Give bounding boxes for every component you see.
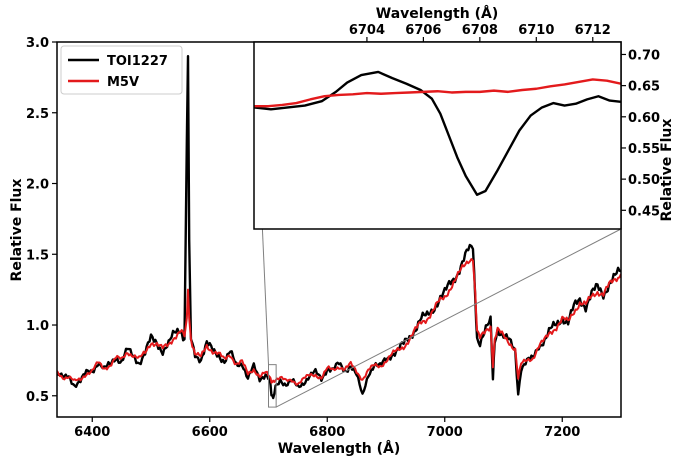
inset-x-tick-label: 6704 <box>349 23 385 38</box>
main-series-line-toi1227 <box>57 54 621 400</box>
inset-x-tick-label: 6706 <box>405 23 441 38</box>
inset-x-axis-label: Wavelength (Å) <box>376 5 498 22</box>
main-series-line-m5v <box>57 258 621 386</box>
main-x-tick-label: 6800 <box>309 425 345 440</box>
inset-y-axis-label: Relative Flux <box>659 119 673 222</box>
legend-label-m5v: M5V <box>107 75 139 90</box>
main-x-axis-label: Wavelength (Å) <box>278 440 400 457</box>
main-y-tick-label: 1.0 <box>26 319 49 334</box>
inset-y-tick-label: 0.45 <box>628 204 660 219</box>
main-y-tick-label: 3.0 <box>26 36 49 51</box>
main-y-tick-label: 1.5 <box>26 248 49 263</box>
inset-y-tick-label: 0.60 <box>628 111 660 126</box>
inset-y-tick-label: 0.70 <box>628 48 660 63</box>
zoom-connector-line <box>275 228 622 408</box>
inset-plot-frame <box>253 41 622 230</box>
inset-x-tick-label: 6712 <box>575 23 611 38</box>
inset-y-tick-label: 0.65 <box>628 80 660 95</box>
main-chart: 6400 6600 6800 7000 7200 0.51.01.52.02.53.0 … <box>9 36 622 457</box>
inset-x-tick-label: 6708 <box>462 23 498 38</box>
inset-series-line-toi1227 <box>254 70 621 196</box>
main-y-tick-label: 2.0 <box>26 178 49 193</box>
inset-x-tick-label: 6710 <box>518 23 554 38</box>
main-y-tick-label: 2.5 <box>26 107 49 122</box>
legend: TOI1227 M5V <box>60 45 183 95</box>
inset-chart: 6704 6706 6708 6710 6712 0.45 0.50 0.55 0.60 0.6… <box>253 5 673 230</box>
main-y-tick-label: 0.5 <box>26 390 49 405</box>
main-x-tick-label: 6400 <box>74 425 110 440</box>
main-x-tick-label: 7000 <box>427 425 463 440</box>
main-x-tick-label: 7200 <box>544 425 580 440</box>
inset-y-tick-label: 0.55 <box>628 142 660 157</box>
inset-series-line-m5v <box>254 78 621 108</box>
inset-y-tick-label: 0.50 <box>628 173 660 188</box>
inset-background <box>254 42 621 229</box>
zoom-region-box <box>268 364 277 408</box>
legend-label-toi1227: TOI1227 <box>107 54 168 69</box>
main-y-axis-label: Relative Flux <box>9 179 25 282</box>
main-x-tick-label: 6600 <box>192 425 228 440</box>
